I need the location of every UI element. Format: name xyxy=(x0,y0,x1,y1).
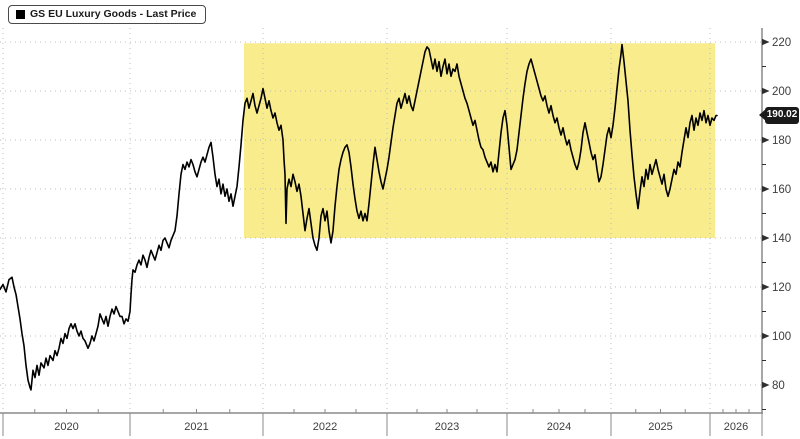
legend-swatch-icon xyxy=(16,9,25,19)
y-tick-arrow-icon xyxy=(762,381,770,389)
x-tick-label: 2022 xyxy=(313,421,337,433)
last-price-value: 190.02 xyxy=(766,109,798,121)
y-tick-arrow-icon xyxy=(762,87,770,95)
y-tick-label: 160 xyxy=(772,184,791,196)
y-tick-arrow-icon xyxy=(762,185,770,193)
y-tick-arrow-icon xyxy=(762,136,770,144)
price-line xyxy=(0,43,718,391)
x-tick-label: 2020 xyxy=(54,421,78,433)
legend-label: GS EU Luxury Goods - Last Price xyxy=(30,8,197,20)
y-tick-arrow-icon xyxy=(762,38,770,46)
y-tick-label: 200 xyxy=(772,86,791,98)
x-tick-label: 2021 xyxy=(184,421,208,433)
x-tick-label: 2026 xyxy=(724,421,748,433)
y-tick-label: 220 xyxy=(772,37,791,49)
x-tick-label: 2023 xyxy=(435,421,459,433)
y-tick-label: 100 xyxy=(772,331,791,343)
y-tick-label: 120 xyxy=(772,282,791,294)
last-price-badge: 190.02 xyxy=(765,106,799,124)
y-tick-label: 140 xyxy=(772,233,791,245)
y-tick-label: 80 xyxy=(772,380,785,392)
y-tick-arrow-icon xyxy=(762,234,770,242)
y-tick-arrow-icon xyxy=(762,283,770,291)
x-tick-label: 2024 xyxy=(547,421,571,433)
y-tick-label: 180 xyxy=(772,135,791,147)
legend[interactable]: GS EU Luxury Goods - Last Price xyxy=(8,5,207,24)
y-tick-arrow-icon xyxy=(762,332,770,340)
x-tick-label: 2025 xyxy=(648,421,672,433)
